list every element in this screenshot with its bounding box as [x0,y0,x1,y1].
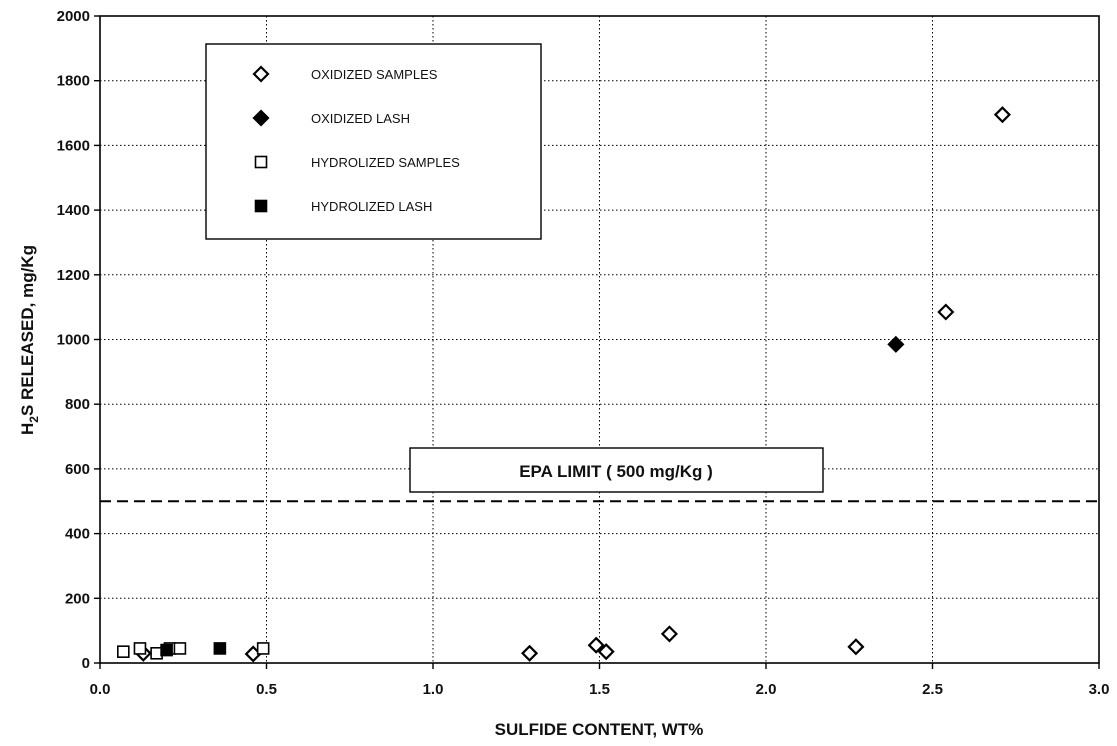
legend-marker-oxidized-lash [252,109,270,127]
oxidized-samples-point [993,106,1011,124]
y-axis-title: H2S RELEASED, mg/Kg [18,245,41,435]
x-axis-title: SULFIDE CONTENT, WT% [495,720,704,739]
oxidized-samples-point [660,625,678,643]
x-tick-label: 3.0 [1089,681,1110,698]
legend-marker-oxidized-samples [252,65,270,83]
axis-ticks [94,15,1100,669]
hydrolized-samples-point [256,642,270,655]
oxidized-samples-point [847,638,865,656]
hydrolized-samples-point [117,645,130,658]
x-tick-label: 1.5 [589,681,610,698]
x-tick-label: 1.0 [423,681,444,698]
legend-marker-hydrolized-lash [254,199,268,213]
oxidized-samples-point [587,636,605,654]
y-tick-label: 1600 [57,137,90,154]
oxidized-samples-point [597,643,615,661]
grid-lines [100,16,1099,663]
x-tick-label: 0.5 [256,681,277,698]
oxidized-samples-point [521,644,539,662]
oxidized-samples-point [937,303,955,321]
y-tick-label: 800 [65,396,90,413]
hydrolized-samples-point [173,642,187,655]
x-tick-label: 2.5 [922,681,943,698]
y-tick-label: 600 [65,461,90,478]
y-tick-label: 1000 [57,332,90,349]
legend-label: OXIDIZED LASH [311,111,410,126]
x-tick-label: 2.0 [756,681,777,698]
legend-label: OXIDIZED SAMPLES [311,67,438,82]
y-axis-tick-labels: 0 200 400 600 800 1000 1200 1400 1600 1800 2000 [57,8,90,672]
data-points [117,106,1011,663]
x-axis-tick-labels: 0.0 0.5 1.0 1.5 2.0 2.5 3.0 [90,681,1110,698]
x-tick-label: 0.0 [90,681,111,698]
y-tick-label: 1800 [57,73,90,90]
legend: OXIDIZED SAMPLES OXIDIZED LASH HYDROLIZED … [205,43,542,240]
hydrolized-lash-point [160,643,173,657]
epa-limit-label-box [409,447,824,493]
epa-limit-label: EPA LIMIT ( 500 mg/Kg ) [519,462,713,481]
legend-label: HYDROLIZED SAMPLES [311,155,460,170]
y-tick-label: 200 [65,590,90,607]
oxidized-lash-point [887,335,905,353]
legend-marker-hydrolized-samples [254,155,268,169]
y-tick-label: 2000 [57,8,90,25]
legend-label: HYDROLIZED LASH [311,199,432,214]
hydrolized-lash-point [213,642,227,655]
y-tick-label: 400 [65,526,90,543]
y-tick-label: 0 [82,655,90,672]
y-tick-label: 1400 [57,202,90,219]
y-tick-label: 1200 [57,267,90,284]
hydrolized-samples-point [133,642,147,655]
